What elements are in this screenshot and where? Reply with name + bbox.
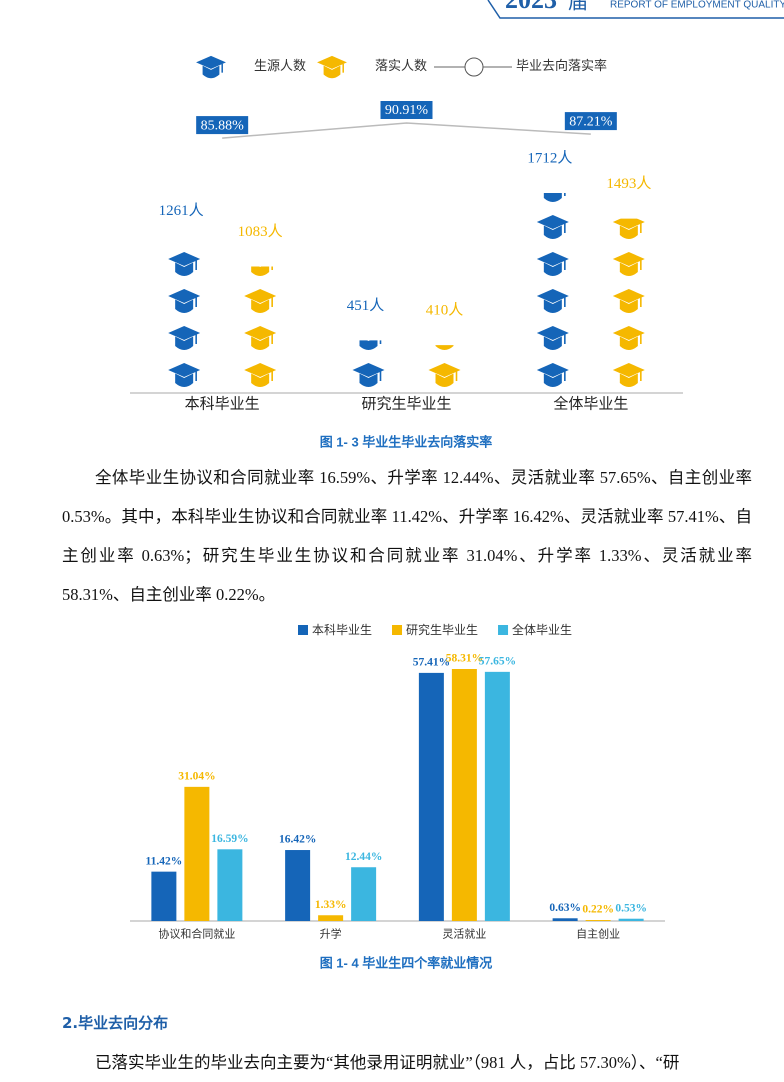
icon bbox=[244, 325, 277, 351]
x-tick-label: 研究生毕业生 bbox=[361, 395, 451, 412]
value-label: 16.59% bbox=[211, 833, 248, 845]
icon bbox=[168, 362, 201, 388]
bar bbox=[618, 918, 644, 921]
icon-column bbox=[352, 340, 385, 388]
rate-label: 90.91% bbox=[385, 103, 429, 118]
icon bbox=[612, 251, 645, 277]
icon bbox=[244, 362, 277, 388]
bar bbox=[151, 871, 177, 921]
value-label: 31.04% bbox=[178, 770, 215, 782]
icon bbox=[244, 266, 277, 277]
icon bbox=[244, 288, 277, 314]
icon bbox=[536, 251, 569, 277]
bar bbox=[451, 669, 477, 921]
legend-label: 毕业去向落实率 bbox=[516, 58, 607, 73]
icon bbox=[536, 325, 569, 351]
bar bbox=[418, 672, 444, 921]
legend-label: 落实人数 bbox=[375, 58, 427, 73]
icon bbox=[536, 288, 569, 314]
value-label: 12.44% bbox=[345, 851, 382, 863]
legend-icon bbox=[317, 55, 347, 80]
legend-swatch bbox=[298, 625, 308, 635]
bar bbox=[552, 918, 578, 921]
header-subtitle: REPORT OF EMPLOYMENT QUALITY bbox=[610, 0, 784, 11]
icon bbox=[612, 362, 645, 388]
bar bbox=[351, 867, 377, 921]
value-label: 1493人 bbox=[606, 175, 651, 192]
bar bbox=[285, 850, 311, 921]
rate-line bbox=[222, 122, 591, 139]
banner-frame bbox=[487, 0, 784, 19]
icon bbox=[612, 325, 645, 351]
section-heading: 2.毕业去向分布 bbox=[62, 1014, 169, 1032]
value-label: 11.42% bbox=[146, 855, 183, 867]
icon bbox=[536, 193, 569, 203]
value-label: 16.42% bbox=[279, 834, 316, 846]
rate-label-bg bbox=[380, 101, 433, 119]
x-tick-label: 升学 bbox=[320, 927, 342, 941]
header-year: 2023 bbox=[505, 0, 557, 14]
legend-label: 研究生毕业生 bbox=[406, 622, 478, 637]
icon-column bbox=[168, 251, 201, 388]
paragraph: 已落实毕业生的毕业去向主要为“其他录用证明就业”（981 人，占比 57.30%… bbox=[95, 1053, 680, 1072]
x-tick-label: 协议和合同就业 bbox=[158, 927, 235, 941]
legend-label: 全体毕业生 bbox=[512, 622, 572, 637]
bar bbox=[585, 920, 611, 921]
bar bbox=[184, 786, 210, 921]
legend-swatch bbox=[392, 625, 403, 635]
figure-caption: 图 1- 3 毕业生毕业去向落实率 bbox=[320, 434, 493, 449]
icon bbox=[168, 288, 201, 314]
value-label: 0.53% bbox=[615, 902, 647, 914]
icon-column bbox=[536, 193, 569, 388]
value-label: 57.65% bbox=[479, 655, 516, 667]
icon-column bbox=[244, 266, 277, 388]
header-banner: 2023 届 REPORT OF EMPLOYMENT QUALITY bbox=[487, 0, 784, 19]
icon bbox=[428, 345, 461, 351]
paragraph: 全体毕业生协议和合同就业率 16.59%、升学率 12.44%、灵活就业率 57… bbox=[62, 468, 752, 604]
x-tick-label: 本科毕业生 bbox=[185, 395, 260, 412]
value-label: 58.31% bbox=[446, 653, 483, 665]
value-label: 1261人 bbox=[159, 202, 204, 219]
x-tick-label: 灵活就业 bbox=[442, 927, 486, 941]
value-label: 0.63% bbox=[549, 902, 581, 914]
icon bbox=[352, 340, 385, 351]
bar bbox=[484, 671, 510, 921]
value-label: 1.33% bbox=[315, 899, 347, 911]
icon-column bbox=[428, 345, 461, 388]
value-label: 1083人 bbox=[238, 223, 283, 240]
rate-label-bg bbox=[564, 112, 617, 131]
legend-label: 生源人数 bbox=[254, 58, 306, 73]
legend-icon bbox=[196, 55, 226, 80]
figure-caption: 图 1- 4 毕业生四个率就业情况 bbox=[320, 955, 493, 970]
x-tick-label: 全体毕业生 bbox=[553, 394, 628, 412]
legend-swatch bbox=[498, 625, 509, 635]
rate-label: 85.88% bbox=[201, 118, 245, 133]
header-suffix: 届 bbox=[568, 0, 588, 14]
legend-label: 本科毕业生 bbox=[312, 623, 372, 637]
value-label: 410人 bbox=[426, 302, 464, 319]
value-label: 0.22% bbox=[582, 904, 614, 916]
icon bbox=[536, 214, 569, 240]
icon bbox=[168, 325, 201, 351]
value-label: 57.41% bbox=[413, 657, 450, 669]
icon bbox=[428, 362, 461, 388]
bar bbox=[217, 849, 243, 921]
x-tick-label: 自主创业 bbox=[576, 928, 620, 941]
icon bbox=[168, 251, 201, 277]
rate-label: 87.21% bbox=[569, 114, 613, 129]
icon bbox=[612, 288, 645, 314]
icon bbox=[536, 362, 569, 388]
icon bbox=[612, 218, 645, 240]
value-label: 1712人 bbox=[527, 149, 572, 166]
icon-column bbox=[612, 218, 645, 388]
legend-marker bbox=[464, 57, 484, 77]
bar bbox=[318, 915, 344, 921]
rate-label-bg bbox=[196, 116, 249, 135]
bar-chart: 本科毕业生 研究生毕业生 全体毕业生协议和合同就业 11.42% 31.04% 16.59… bbox=[130, 622, 665, 970]
icon bbox=[352, 362, 385, 388]
value-label: 451人 bbox=[347, 297, 385, 314]
